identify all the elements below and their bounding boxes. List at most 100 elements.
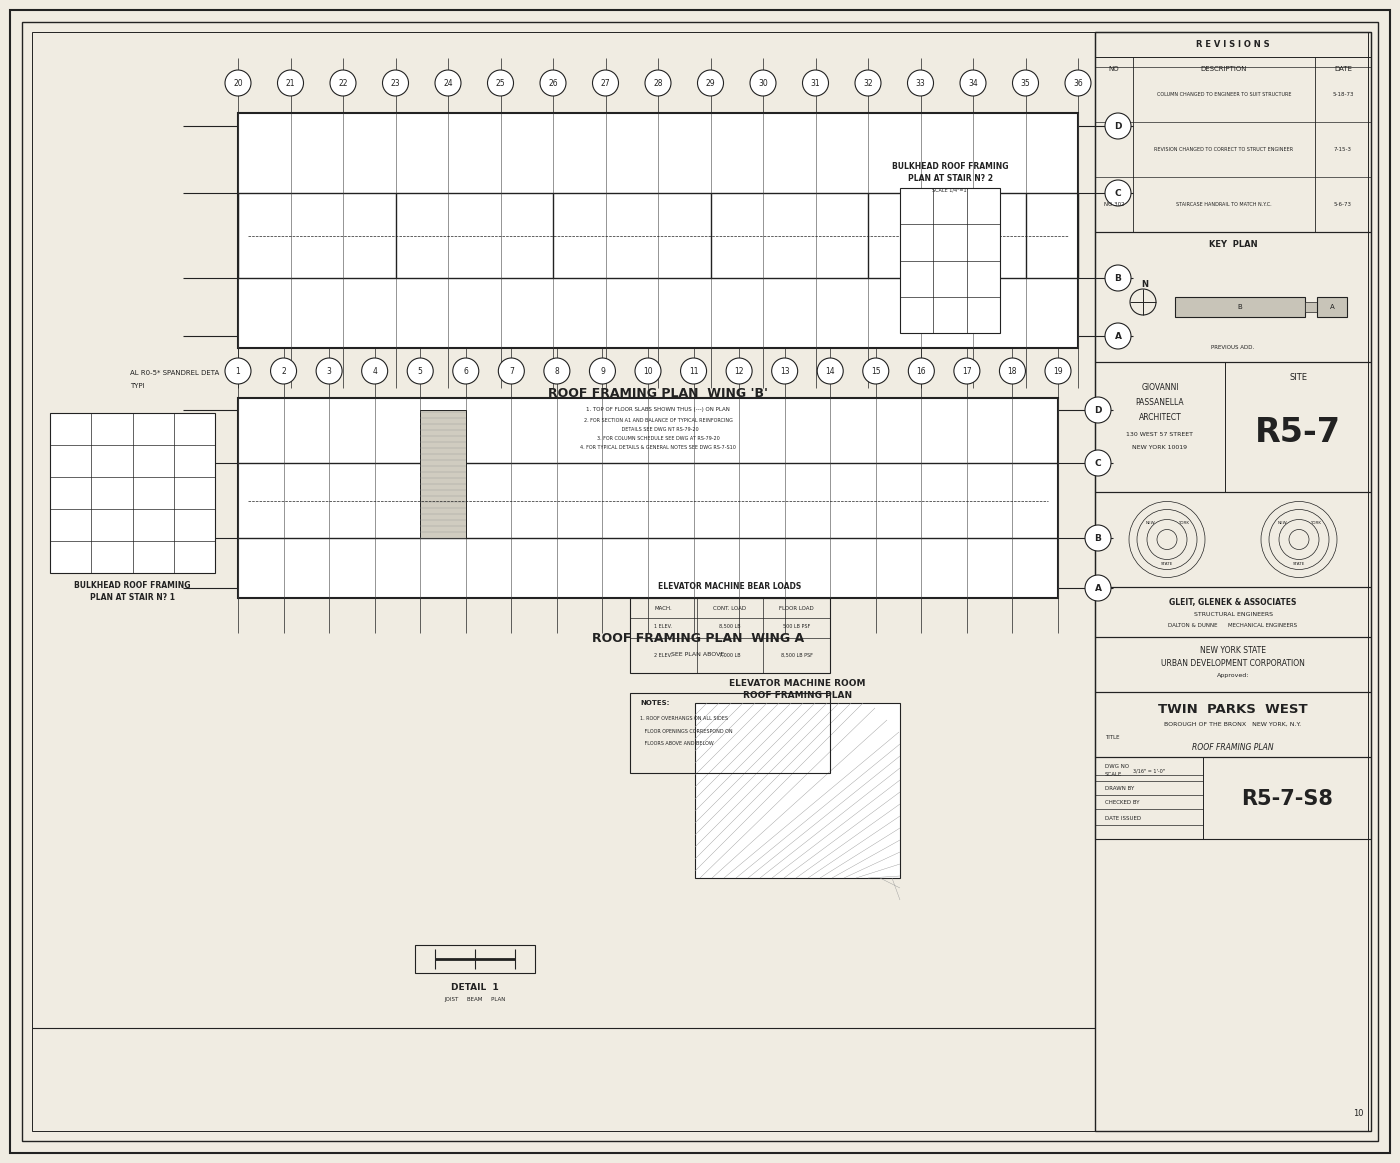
Text: A: A [1114,331,1121,341]
Text: COLUMN CHANGED TO ENGINEER TO SUIT STRUCTURE: COLUMN CHANGED TO ENGINEER TO SUIT STRUC… [1156,92,1291,97]
Text: 33: 33 [916,78,925,87]
Text: CHECKED BY: CHECKED BY [1105,799,1140,805]
Text: R5-7-S8: R5-7-S8 [1240,789,1333,809]
Text: TITLE: TITLE [1105,735,1120,740]
Text: STAIRCASE HANDRAIL TO MATCH N.Y.C.: STAIRCASE HANDRAIL TO MATCH N.Y.C. [1176,201,1271,207]
Text: 1: 1 [235,366,241,376]
Text: DATE ISSUED: DATE ISSUED [1105,815,1141,821]
Text: A: A [1095,584,1102,592]
Text: 7: 7 [508,366,514,376]
Text: 6: 6 [463,366,468,376]
Text: YORK: YORK [1179,521,1190,525]
Circle shape [636,358,661,384]
Circle shape [543,358,570,384]
Circle shape [277,70,304,97]
Circle shape [697,70,724,97]
Text: 17: 17 [962,366,972,376]
Text: NEW: NEW [1277,521,1287,525]
Text: REVISION CHANGED TO CORRECT TO STRUCT ENGINEER: REVISION CHANGED TO CORRECT TO STRUCT EN… [1155,147,1294,151]
Text: 16: 16 [917,366,927,376]
Text: GLEIT, GLENEK & ASSOCIATES: GLEIT, GLENEK & ASSOCIATES [1169,598,1296,606]
Text: BULKHEAD ROOF FRAMING: BULKHEAD ROOF FRAMING [892,162,1008,171]
Bar [1095,33,1371,1130]
Text: 34: 34 [969,78,977,87]
Circle shape [909,358,934,384]
Text: B: B [1095,534,1102,542]
Text: N: N [1141,279,1148,288]
Text: C: C [1095,458,1102,468]
Text: 20: 20 [234,78,242,87]
Text: 19: 19 [1053,366,1063,376]
Text: STATE: STATE [1161,562,1173,565]
Circle shape [645,70,671,97]
Circle shape [225,70,251,97]
Text: NEW YORK STATE: NEW YORK STATE [1200,645,1266,655]
Text: ELEVATOR MACHINE BEAR LOADS: ELEVATOR MACHINE BEAR LOADS [658,582,802,591]
Text: 12: 12 [735,366,743,376]
Text: 1 ELEV.: 1 ELEV. [654,623,672,628]
Circle shape [771,358,798,384]
Bar [50,413,216,573]
Text: 27: 27 [601,78,610,87]
Circle shape [1105,180,1131,206]
Bar [1305,302,1317,312]
Text: 7-15-3: 7-15-3 [1334,147,1352,151]
Circle shape [407,358,433,384]
Text: ROOF FRAMING PLAN: ROOF FRAMING PLAN [1193,742,1274,751]
Text: 5-18-73: 5-18-73 [1333,92,1354,97]
Circle shape [487,70,514,97]
Text: DALTON & DUNNE      MECHANICAL ENGINEERS: DALTON & DUNNE MECHANICAL ENGINEERS [1169,622,1298,628]
Circle shape [953,358,980,384]
Text: 29: 29 [706,78,715,87]
Text: D: D [1095,406,1102,414]
Text: ARCHITECT: ARCHITECT [1138,413,1182,421]
Text: 8,500 LB: 8,500 LB [720,623,741,628]
Bar [1095,231,1371,362]
Text: CONT. LOAD: CONT. LOAD [714,606,746,611]
Circle shape [316,358,342,384]
Circle shape [1085,525,1112,551]
Bar [1095,757,1371,839]
Circle shape [435,70,461,97]
Text: 1. ROOF OVERHANGS ON ALL SIDES: 1. ROOF OVERHANGS ON ALL SIDES [640,715,728,721]
Text: 25: 25 [496,78,505,87]
Bar [1095,587,1371,637]
Text: 35: 35 [1021,78,1030,87]
Text: DETAILS SEE DWG NT RS-79-20: DETAILS SEE DWG NT RS-79-20 [617,427,699,431]
Circle shape [1012,70,1039,97]
Bar [1095,637,1371,692]
Text: NEW: NEW [1145,521,1155,525]
Bar [414,946,535,973]
Text: BOROUGH OF THE BRONX   NEW YORK, N.Y.: BOROUGH OF THE BRONX NEW YORK, N.Y. [1165,721,1302,727]
Text: TWIN  PARKS  WEST: TWIN PARKS WEST [1158,702,1308,715]
Text: KEY  PLAN: KEY PLAN [1208,240,1257,249]
Circle shape [452,358,479,384]
Text: R E V I S I O N S: R E V I S I O N S [1196,40,1270,49]
Circle shape [680,358,707,384]
Text: PLAN AT STAIR N? 1: PLAN AT STAIR N? 1 [90,592,175,601]
Text: D: D [1114,121,1121,130]
Text: 3: 3 [326,366,332,376]
Text: 10: 10 [643,366,652,376]
Circle shape [1085,450,1112,476]
Circle shape [270,358,297,384]
Text: 21: 21 [286,78,295,87]
Text: YORK: YORK [1310,521,1322,525]
Text: JOIST     BEAM     PLAN: JOIST BEAM PLAN [444,997,505,1001]
Bar [1175,297,1305,317]
Text: GIOVANNI: GIOVANNI [1141,383,1179,392]
Text: 14: 14 [826,366,834,376]
Text: FLOOR OPENINGS CORRESPOND ON: FLOOR OPENINGS CORRESPOND ON [640,728,732,734]
Text: 3. FOR COLUMN SCHEDULE SEE DWG AT RS-79-20: 3. FOR COLUMN SCHEDULE SEE DWG AT RS-79-… [596,435,720,441]
Text: 32: 32 [864,78,872,87]
Text: PREVIOUS ADD.: PREVIOUS ADD. [1211,344,1254,350]
Circle shape [1065,70,1091,97]
Bar [1095,492,1371,587]
Text: SITE: SITE [1289,372,1308,381]
Text: 5-6-73: 5-6-73 [1334,201,1352,207]
Text: 22: 22 [339,78,347,87]
Text: 30: 30 [759,78,767,87]
Text: 18: 18 [1008,366,1018,376]
Text: FLOORS ABOVE AND BELOW: FLOORS ABOVE AND BELOW [640,741,714,745]
Text: C: C [1114,188,1121,198]
